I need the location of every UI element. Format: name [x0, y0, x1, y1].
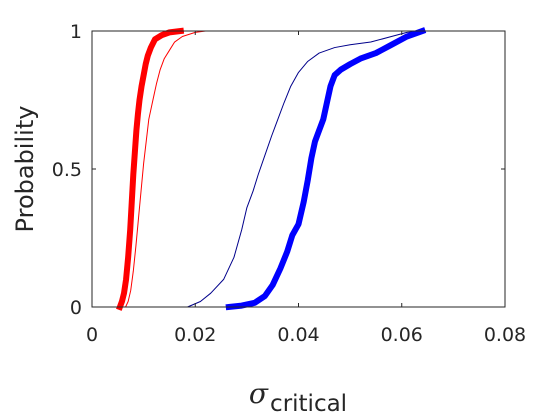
x-axis-symbol: σ [249, 377, 269, 410]
axis-ticks [91, 30, 506, 308]
series-line-3 [187, 30, 423, 308]
y-tick-label: 0.5 [52, 159, 82, 181]
plot-area [116, 27, 427, 311]
series-line-1 [116, 27, 185, 311]
series-line-2 [125, 30, 206, 308]
y-tick-label: 1 [70, 21, 82, 43]
x-tick-label: 0 [86, 324, 98, 346]
x-tick-label: 0.04 [277, 324, 319, 346]
y-axis-title: Probability [11, 106, 39, 233]
x-axis-subscript: critical [270, 391, 347, 417]
y-tick-labels: 00.51 [52, 21, 82, 319]
x-tick-labels: 0 0.02 0.04 0.06 0.08 [86, 324, 526, 346]
x-tick-label: 0.08 [484, 324, 526, 346]
y-tick-label: 0 [70, 297, 82, 319]
x-tick-label: 0.02 [174, 324, 216, 346]
x-axis-title: σcritical [249, 377, 347, 417]
x-tick-label: 0.06 [381, 324, 423, 346]
series-line-4 [225, 27, 427, 311]
